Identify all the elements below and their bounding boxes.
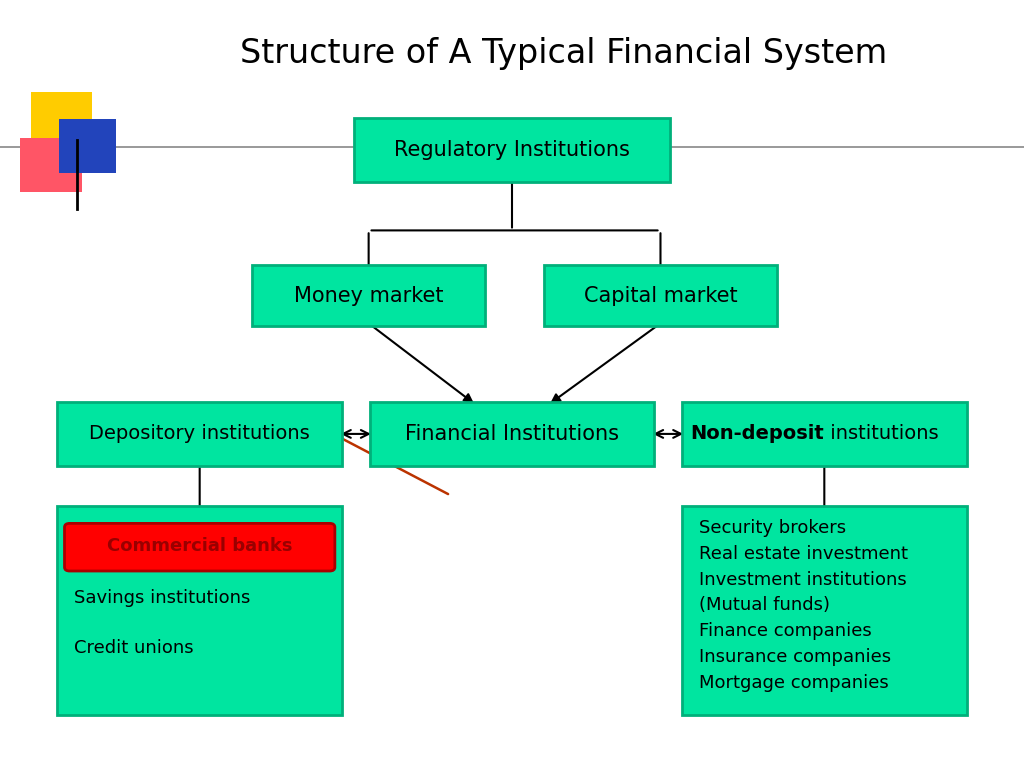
FancyBboxPatch shape <box>57 505 342 716</box>
Text: Financial Institutions: Financial Institutions <box>406 424 618 444</box>
Text: Real estate investment: Real estate investment <box>699 545 908 563</box>
Text: Finance companies: Finance companies <box>699 622 872 641</box>
Text: Depository institutions: Depository institutions <box>89 425 310 443</box>
Text: Money market: Money market <box>294 286 443 306</box>
Text: Investment institutions: Investment institutions <box>699 571 907 588</box>
Text: Savings institutions: Savings institutions <box>74 589 250 607</box>
Text: Capital market: Capital market <box>584 286 737 306</box>
Text: (Mutual funds): (Mutual funds) <box>699 596 830 614</box>
FancyBboxPatch shape <box>544 265 777 326</box>
FancyBboxPatch shape <box>59 119 116 173</box>
FancyBboxPatch shape <box>57 402 342 465</box>
FancyBboxPatch shape <box>682 505 967 716</box>
FancyBboxPatch shape <box>31 92 92 146</box>
Text: Security brokers: Security brokers <box>699 519 847 537</box>
Text: institutions: institutions <box>824 425 939 443</box>
FancyBboxPatch shape <box>20 138 82 192</box>
FancyBboxPatch shape <box>354 118 670 181</box>
FancyBboxPatch shape <box>252 265 485 326</box>
Text: Mortgage companies: Mortgage companies <box>699 674 889 692</box>
FancyBboxPatch shape <box>65 524 335 571</box>
Text: Credit unions: Credit unions <box>74 639 194 657</box>
FancyBboxPatch shape <box>682 402 967 465</box>
Text: Insurance companies: Insurance companies <box>699 648 892 666</box>
Text: Structure of A Typical Financial System: Structure of A Typical Financial System <box>240 38 887 70</box>
Text: Commercial banks: Commercial banks <box>106 537 293 554</box>
Text: Non-deposit: Non-deposit <box>690 425 824 443</box>
FancyBboxPatch shape <box>370 402 654 465</box>
Text: Regulatory Institutions: Regulatory Institutions <box>394 140 630 160</box>
